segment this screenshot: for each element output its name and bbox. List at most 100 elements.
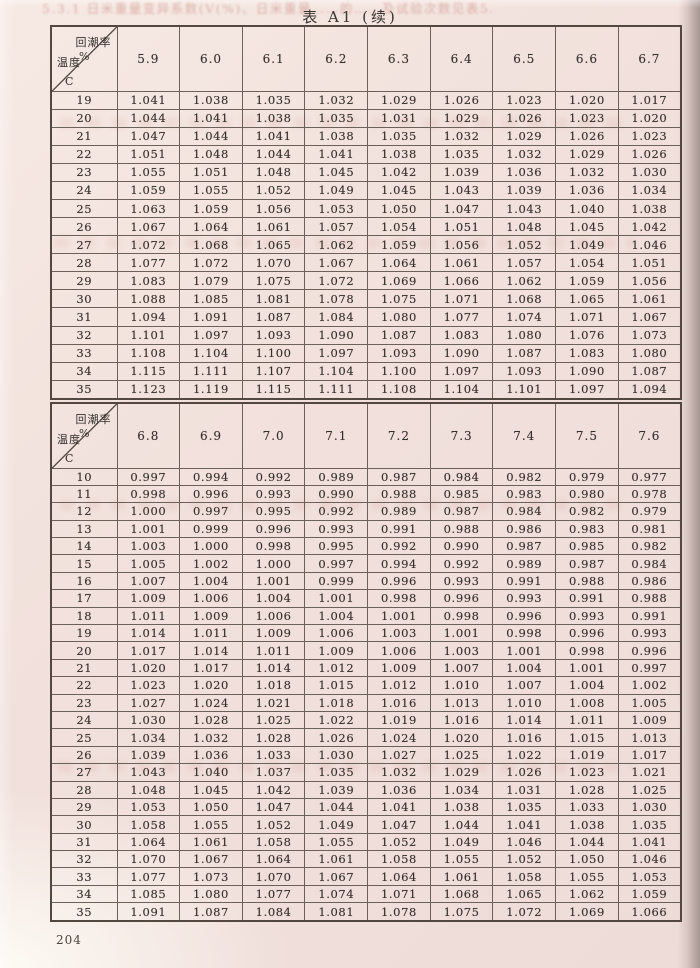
coefficient-value-cell: 0.998 — [116, 484, 181, 504]
coefficient-value-cell: 1.069 — [367, 271, 431, 291]
coefficient-value-cell: 1.002 — [617, 676, 682, 695]
coefficient-value-cell: 0.997 — [304, 554, 369, 573]
coefficient-value-cell: 1.059 — [617, 884, 682, 904]
coefficient-value-cell: 1.036 — [555, 180, 619, 200]
temperature-cell: 25 — [50, 198, 118, 219]
coefficient-value-cell: 1.024 — [179, 693, 243, 712]
coefficient-value-cell: 1.050 — [555, 850, 619, 869]
coefficient-value-cell: 1.001 — [241, 571, 306, 591]
temperature-cell: 35 — [50, 379, 118, 400]
coefficient-value-cell: 1.052 — [241, 815, 306, 834]
coefficient-value-cell: 1.005 — [617, 693, 682, 712]
diagonal-corner-cell: 回潮率 % 温度 C — [50, 402, 118, 469]
coefficient-value-cell: 0.987 — [429, 502, 494, 521]
coefficient-value-cell: 1.032 — [304, 90, 369, 110]
coefficient-value-cell: 1.022 — [304, 710, 369, 730]
coefficient-value-cell: 1.052 — [241, 180, 306, 200]
coefficient-value-cell: 1.041 — [116, 90, 181, 110]
coefficient-value-cell: 1.104 — [429, 379, 494, 400]
table-row: 35 1.091 1.087 1.084 1.081 1.078 1.075 1.072 1.0… — [50, 902, 682, 922]
coefficient-value-cell: 1.115 — [241, 379, 306, 400]
coefficient-value-cell: 1.038 — [241, 108, 306, 128]
coefficient-value-cell: 1.028 — [555, 780, 619, 799]
temperature-cell: 33 — [50, 867, 118, 886]
coefficient-value-cell: 1.064 — [116, 832, 181, 852]
coefficient-value-cell: 0.987 — [492, 537, 557, 556]
temperature-cell: 20 — [50, 108, 118, 128]
coefficient-value-cell: 1.059 — [367, 235, 431, 255]
temperature-cell: 19 — [50, 90, 118, 110]
coefficient-value-cell: 1.055 — [179, 180, 243, 200]
coefficient-value-cell: 1.058 — [241, 832, 306, 852]
coefficient-value-cell: 1.038 — [304, 126, 369, 146]
table-row: 12 1.000 0.997 0.995 0.992 0.989 0.987 0.984 0.9… — [50, 502, 682, 521]
coefficient-value-cell: 1.073 — [179, 867, 243, 886]
temperature-cell: 17 — [50, 589, 118, 608]
coefficient-value-cell: 1.065 — [555, 289, 619, 309]
coefficient-value-cell: 1.087 — [367, 325, 431, 345]
regain-correction-table-1: 回潮率 % 温度 C 5.9 6.0 6.1 6.2 6.3 6.4 6.5 6.6 6.7 1… — [50, 25, 682, 400]
coefficient-value-cell: 1.027 — [116, 693, 181, 712]
header-row: 回潮率 % 温度 C 6.8 6.9 7.0 7.1 7.2 7.3 7.4 7.5 7.6 — [50, 402, 682, 469]
temperature-cell: 34 — [50, 361, 118, 381]
coefficient-value-cell: 1.001 — [492, 641, 557, 660]
temperature-label: 温度 — [57, 55, 81, 69]
coefficient-value-cell: 1.065 — [241, 235, 306, 255]
coefficient-value-cell: 1.026 — [492, 763, 557, 782]
coefficient-value-cell: 1.035 — [617, 815, 682, 834]
table-row: 31 1.094 1.091 1.087 1.084 1.080 1.077 1.074 1.0… — [50, 307, 682, 327]
coefficient-value-cell: 0.984 — [492, 502, 557, 521]
coefficient-value-cell: 1.025 — [241, 710, 306, 730]
coefficient-value-cell: 1.078 — [304, 289, 369, 309]
coefficient-value-cell: 1.061 — [304, 850, 369, 869]
coefficient-value-cell: 1.011 — [555, 710, 619, 730]
coefficient-value-cell: 1.015 — [304, 676, 369, 695]
coefficient-value-cell: 1.040 — [555, 198, 619, 219]
coefficient-value-cell: 1.035 — [492, 797, 557, 817]
coefficient-value-cell: 1.039 — [116, 745, 181, 765]
coefficient-value-cell: 1.111 — [179, 361, 243, 381]
regain-column-header: 7.5 — [555, 402, 619, 469]
coefficient-value-cell: 1.043 — [429, 180, 494, 200]
coefficient-value-cell: 1.059 — [116, 180, 181, 200]
coefficient-value-cell: 0.988 — [367, 484, 431, 504]
temperature-cell: 20 — [50, 641, 118, 660]
coefficient-value-cell: 1.004 — [179, 571, 243, 591]
coefficient-value-cell: 1.038 — [179, 90, 243, 110]
table-row: 33 1.108 1.104 1.100 1.097 1.093 1.090 1.087 1.0… — [50, 343, 682, 363]
coefficient-value-cell: 1.048 — [492, 217, 557, 237]
coefficient-value-cell: 1.111 — [304, 379, 369, 400]
coefficient-value-cell: 1.033 — [241, 745, 306, 765]
coefficient-value-cell: 1.081 — [304, 902, 369, 922]
coefficient-value-cell: 1.090 — [304, 325, 369, 345]
temperature-cell: 29 — [50, 797, 118, 817]
coefficient-value-cell: 1.077 — [116, 867, 181, 886]
celsius-unit-label: C — [65, 74, 75, 88]
coefficient-value-cell: 1.051 — [429, 217, 494, 237]
coefficient-value-cell: 0.983 — [492, 484, 557, 504]
coefficient-value-cell: 1.033 — [555, 797, 619, 817]
coefficient-value-cell: 0.980 — [555, 484, 619, 504]
coefficient-value-cell: 0.987 — [367, 467, 431, 486]
table-row: 32 1.101 1.097 1.093 1.090 1.087 1.083 1.080 1.0… — [50, 325, 682, 345]
table-row: 32 1.070 1.067 1.064 1.061 1.058 1.055 1.052 1.0… — [50, 850, 682, 869]
coefficient-value-cell: 1.071 — [367, 884, 431, 904]
coefficient-value-cell: 1.052 — [492, 850, 557, 869]
coefficient-value-cell: 1.003 — [429, 641, 494, 660]
coefficient-value-cell: 1.051 — [179, 162, 243, 182]
coefficient-value-cell: 0.998 — [492, 624, 557, 643]
coefficient-value-cell: 1.093 — [367, 343, 431, 363]
coefficient-value-cell: 1.007 — [492, 676, 557, 695]
coefficient-value-cell: 0.995 — [304, 537, 369, 556]
coefficient-value-cell: 1.055 — [429, 850, 494, 869]
regain-column-header: 7.3 — [429, 402, 494, 469]
coefficient-value-cell: 1.014 — [492, 710, 557, 730]
coefficient-value-cell: 1.011 — [116, 606, 181, 626]
coefficient-value-cell: 0.991 — [555, 589, 619, 608]
regain-rate-label: 回潮率 — [75, 413, 112, 426]
coefficient-value-cell: 1.067 — [617, 307, 682, 327]
coefficient-value-cell: 1.044 — [555, 832, 619, 852]
coefficient-value-cell: 1.045 — [367, 180, 431, 200]
coefficient-value-cell: 1.080 — [367, 307, 431, 327]
temperature-cell: 30 — [50, 815, 118, 834]
